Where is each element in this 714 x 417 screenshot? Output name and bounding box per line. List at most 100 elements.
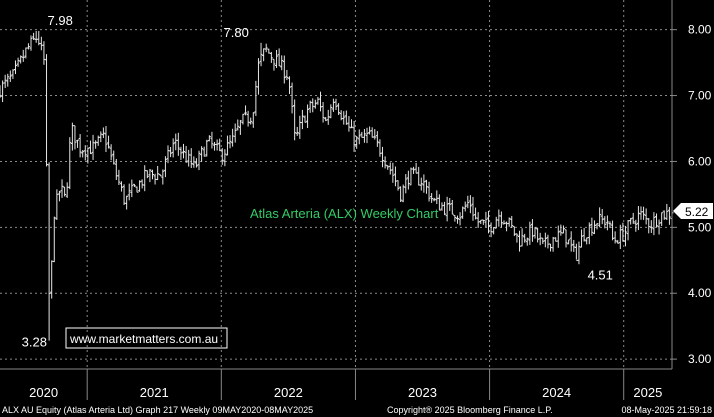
price-bar <box>11 69 15 79</box>
price-bar <box>215 139 219 151</box>
price-bar <box>567 239 571 245</box>
price-bar <box>29 35 33 51</box>
price-bar <box>432 197 436 202</box>
price-bar <box>60 179 64 198</box>
price-bar <box>145 170 149 179</box>
price-bar <box>541 237 545 244</box>
price-bar <box>63 186 67 197</box>
price-bar <box>406 170 410 190</box>
price-bar <box>613 231 617 244</box>
chart-title: Atlas Arteria (ALX) Weekly Chart <box>250 206 439 221</box>
annotations: 7.98 3.28 7.80 4.51 <box>22 13 613 350</box>
price-bar <box>427 181 431 202</box>
price-bar <box>119 181 123 192</box>
price-bar <box>396 180 400 191</box>
price-bar <box>14 60 18 75</box>
price-bar <box>355 135 359 149</box>
x-tick-label: 2022 <box>274 385 303 400</box>
price-bar <box>337 103 341 116</box>
watermark-frame <box>65 327 228 349</box>
price-bar <box>210 131 214 149</box>
y-axis: 3.00 4.00 5.00 6.00 7.00 8.00 <box>672 23 712 366</box>
price-bar <box>595 223 599 230</box>
y-tick-label: 3.00 <box>688 352 712 366</box>
price-bar <box>117 169 121 185</box>
price-bar <box>277 48 281 67</box>
price-bar <box>443 201 447 216</box>
price-bar <box>383 156 387 169</box>
price-bar <box>285 69 289 81</box>
price-bar <box>484 211 488 228</box>
price-bar <box>99 131 103 143</box>
price-bar <box>26 43 30 50</box>
price-bar <box>370 127 374 138</box>
price-bar <box>130 179 134 198</box>
annotation-label: 4.51 <box>588 268 613 283</box>
price-bar <box>543 232 547 248</box>
price-bar <box>412 166 416 174</box>
price-bar <box>259 42 263 67</box>
price-bar <box>19 55 23 64</box>
price-bar <box>169 146 173 158</box>
price-bar <box>424 179 428 194</box>
x-tick-label: 2023 <box>408 385 437 400</box>
price-bar <box>68 137 72 190</box>
price-bar <box>587 222 591 245</box>
price-bar <box>246 110 250 127</box>
price-bar <box>47 162 51 341</box>
price-bar <box>52 216 56 263</box>
x-axis: 2020 2021 2022 2023 2024 2025 <box>29 369 662 400</box>
price-bar <box>347 116 351 132</box>
price-bar <box>272 58 276 71</box>
price-bar <box>194 158 198 168</box>
price-bar <box>642 206 646 220</box>
price-bar <box>86 147 90 164</box>
price-bar <box>21 49 25 62</box>
price-bar <box>135 186 139 193</box>
price-bar <box>321 102 325 123</box>
price-bar <box>290 82 294 114</box>
y-tick-label: 7.00 <box>688 89 712 103</box>
price-bar <box>533 226 537 239</box>
price-bar <box>373 129 377 140</box>
price-bar <box>76 139 80 148</box>
price-bar <box>556 225 560 248</box>
price-bar <box>3 74 7 88</box>
price-bar <box>525 237 529 246</box>
price-bar <box>507 217 511 227</box>
footer-left: ALX AU Equity (Atlas Arteria Ltd) Graph … <box>2 405 313 415</box>
price-bar <box>73 125 77 150</box>
price-bar <box>450 200 454 215</box>
price-bar <box>81 149 85 158</box>
price-bar <box>636 206 640 231</box>
price-bar <box>101 127 105 139</box>
price-bar <box>16 57 20 67</box>
price-bar <box>608 221 612 228</box>
price-bar <box>448 198 452 211</box>
price-bar <box>57 190 61 202</box>
price-bar <box>667 207 671 225</box>
price-bar <box>631 212 635 224</box>
price-bar <box>422 174 426 193</box>
price-bar <box>592 220 596 235</box>
price-bar <box>391 162 395 183</box>
price-bar <box>205 139 209 157</box>
price-bar <box>300 109 304 130</box>
price-bar <box>109 144 113 161</box>
watermark-url: www.marketmatters.com.au <box>69 332 218 346</box>
price-bar <box>528 221 532 245</box>
price-bar <box>623 225 627 247</box>
price-bar <box>357 129 361 145</box>
price-bar <box>419 177 423 191</box>
price-bar <box>530 219 534 242</box>
price-bar <box>660 212 664 227</box>
price-bar <box>492 226 496 235</box>
y-tick-label: 6.00 <box>688 154 712 168</box>
price-bar <box>107 135 111 149</box>
price-bar <box>236 119 240 131</box>
price-bar <box>249 117 253 125</box>
price-bar <box>182 143 186 159</box>
x-tick-label: 2021 <box>140 385 169 400</box>
price-bar <box>171 138 175 158</box>
y-tick-label: 5.00 <box>688 220 712 234</box>
